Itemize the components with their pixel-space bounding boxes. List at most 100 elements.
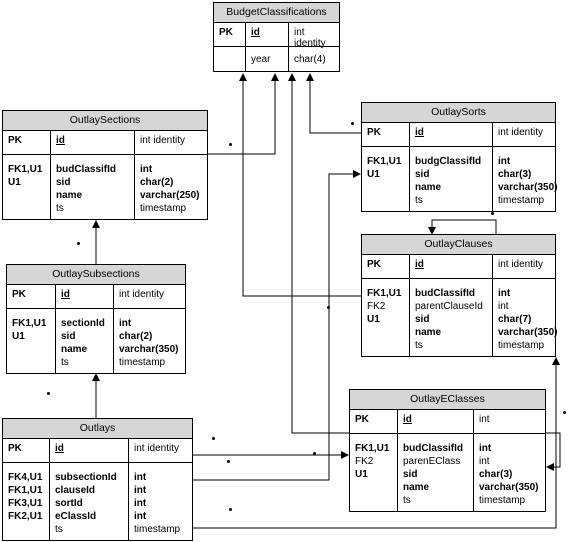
type-column: int int char(7) varchar(350) timestamp xyxy=(492,279,557,357)
field-name: sortId xyxy=(55,498,83,509)
key-column xyxy=(214,47,245,72)
field-type: int xyxy=(498,156,511,167)
key-label: FK3,U1 xyxy=(8,498,43,509)
pk-label: PK xyxy=(8,443,22,454)
entity-outlay-clauses[interactable]: OutlayClauses PK id int identity FK1,U1 … xyxy=(361,234,557,357)
key-column: FK1,U1 U1 xyxy=(362,147,409,212)
field-name: name xyxy=(403,482,430,493)
field-type: int xyxy=(134,498,147,509)
key-label: FK1,U1 xyxy=(367,288,402,299)
link-clauses-budget xyxy=(239,73,361,297)
pk-field: id xyxy=(49,439,128,462)
field-type: int xyxy=(479,456,490,467)
field-type: varchar(350) xyxy=(119,344,179,355)
field-type: int xyxy=(134,511,147,522)
key-label: FK1,U1 xyxy=(12,318,47,329)
key-label: FK1,U1 xyxy=(8,164,43,175)
field-name: budClassifId xyxy=(56,164,117,175)
relationship-dot xyxy=(47,392,50,395)
link-sections-budget xyxy=(208,73,279,155)
key-label: FK2 xyxy=(355,456,374,467)
key-column: FK4,U1 FK1,U1 FK3,U1 FK2,U1 xyxy=(3,463,49,541)
pk-type: int identity xyxy=(134,131,185,154)
field-column: budClassifId sid name ts xyxy=(50,155,134,220)
entity-outlay-eclasses[interactable]: OutlayEClasses PK id int FK1,U1 FK2 U1 b… xyxy=(349,389,546,512)
type-column: int char(3) varchar(350) timestamp xyxy=(492,147,557,212)
field-type: int xyxy=(498,301,509,312)
field-type: char(4) xyxy=(294,54,326,65)
link-eclasses-budget xyxy=(288,73,349,434)
relationship-dot xyxy=(351,122,354,125)
pk-label: PK xyxy=(219,27,233,38)
entity-outlay-sections[interactable]: OutlaySections PK id int identity FK1,U1… xyxy=(2,110,208,220)
type-column: char(4) xyxy=(288,47,326,72)
relationship-dot xyxy=(327,306,330,309)
entity-outlay-sorts[interactable]: OutlaySorts PK id int identity FK1,U1 U1… xyxy=(361,102,557,212)
field-name: sid xyxy=(403,469,418,480)
pk-type: int xyxy=(473,410,490,433)
pk-label: PK xyxy=(355,414,369,425)
entity-budget-classifications[interactable]: BudgetClassifications PK id int identity… xyxy=(213,2,340,72)
link-outlays-clauses xyxy=(193,357,560,529)
pk-label: PK xyxy=(8,135,22,146)
field-name: sid xyxy=(61,331,76,342)
field-name: ts xyxy=(61,357,69,368)
pk-field: id xyxy=(55,285,113,308)
key-label: FK1,U1 xyxy=(367,156,402,167)
relationship-dot xyxy=(229,508,232,511)
pk-field: id xyxy=(409,123,492,146)
entity-title: Outlays xyxy=(3,419,192,439)
pk-field: id xyxy=(50,131,134,154)
pk-field: id xyxy=(245,23,288,46)
field-type: varchar(350) xyxy=(498,327,558,338)
relationship-dot xyxy=(491,212,494,215)
field-name: budgClassifId xyxy=(415,156,482,167)
entity-outlays[interactable]: Outlays PK id int identity FK4,U1 FK1,U1… xyxy=(2,418,193,541)
entity-title: OutlaySorts xyxy=(362,103,555,123)
key-column: FK1,U1 U1 xyxy=(7,309,55,374)
key-label: FK2,U1 xyxy=(8,511,43,522)
field-name: ts xyxy=(415,340,423,351)
relationship-dot xyxy=(212,437,215,440)
field-name: budClassifId xyxy=(403,443,464,454)
field-type: int xyxy=(134,485,147,496)
field-name: parenEClass xyxy=(403,456,461,467)
link-eclasses-self xyxy=(546,432,561,471)
field-type: timestamp xyxy=(140,203,187,214)
link-outlays-sorts xyxy=(193,170,361,481)
pk-label: PK xyxy=(12,289,26,300)
pk-type: int identity xyxy=(128,439,179,462)
field-name: ts xyxy=(55,524,63,535)
key-label: U1 xyxy=(8,177,21,188)
link-clauses-self xyxy=(428,219,497,235)
field-column: budClassifId parenEClass sid name ts xyxy=(397,434,473,512)
field-type: char(7) xyxy=(498,314,532,325)
entity-title: OutlayEClasses xyxy=(350,390,545,410)
type-column: int int char(3) varchar(350) timestamp xyxy=(473,434,538,512)
field-name: ts xyxy=(403,495,411,506)
link-sorts-budget xyxy=(306,73,361,134)
field-column: subsectionId clauseId sortId eClassId ts xyxy=(49,463,128,541)
relationship-dot xyxy=(563,411,566,414)
field-type: timestamp xyxy=(479,495,526,506)
relationship-dot xyxy=(227,460,230,463)
relationship-dot xyxy=(77,242,80,245)
field-name: sid xyxy=(415,169,430,180)
field-name: subsectionId xyxy=(55,472,117,483)
field-name: sid xyxy=(415,314,430,325)
field-type: timestamp xyxy=(498,195,545,206)
type-column: int int int int timestamp xyxy=(128,463,180,541)
field-name: ts xyxy=(56,203,64,214)
key-label: FK1,U1 xyxy=(8,485,43,496)
field-type: varchar(350) xyxy=(498,182,558,193)
field-name: clauseId xyxy=(55,485,96,496)
pk-type: int identity xyxy=(492,123,543,146)
key-label: FK2 xyxy=(367,301,386,312)
entity-outlay-subsections[interactable]: OutlaySubsections PK id int identity FK1… xyxy=(6,264,186,374)
key-column: FK1,U1 U1 xyxy=(3,155,50,220)
field-type: char(3) xyxy=(498,169,532,180)
type-column: int char(2) varchar(250) timestamp xyxy=(134,155,199,220)
key-column: FK1,U1 FK2 U1 xyxy=(350,434,397,512)
field-type: int xyxy=(479,443,492,454)
